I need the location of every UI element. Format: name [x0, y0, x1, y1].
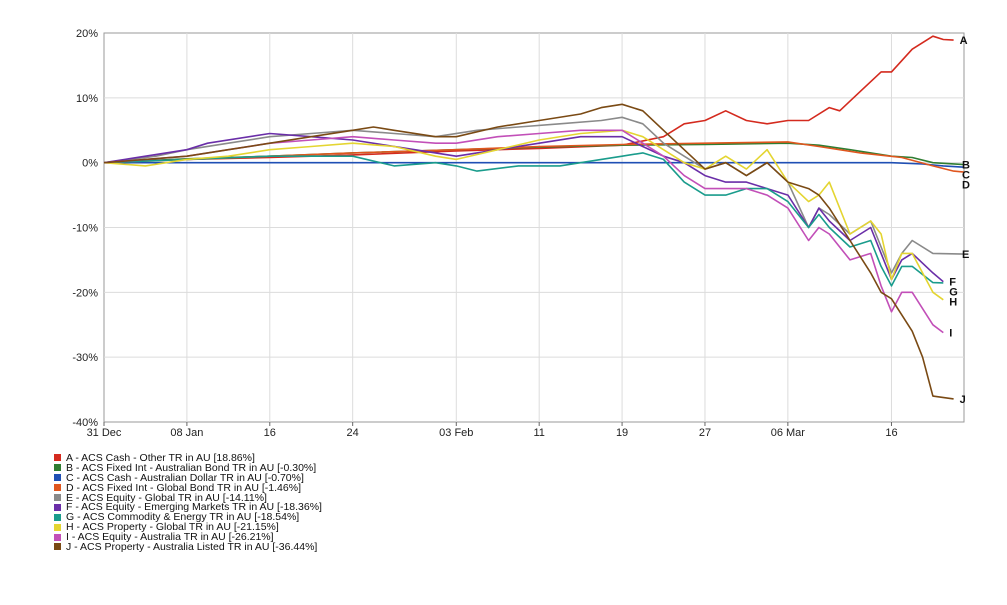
legend-swatch: [54, 513, 61, 521]
series-end-label-h: H: [949, 297, 957, 309]
legend-item: E - ACS Equity - Global TR in AU [-14.11…: [54, 491, 322, 504]
legend-swatch: [54, 503, 61, 511]
y-tick-label: -40%: [72, 417, 98, 429]
series-line-f: [103, 132, 944, 283]
y-tick-label: 10%: [76, 93, 98, 105]
x-tick-label: 16: [264, 427, 276, 439]
legend-swatch: [54, 484, 61, 492]
series-line-d: [103, 141, 965, 173]
legend-swatch: [54, 464, 61, 472]
legend-label: E - ACS Equity - Global TR in AU [-14.11…: [66, 491, 267, 504]
chart-legend: A - ACS Cash - Other TR in AU [18.86%] B …: [54, 453, 322, 552]
legend-label: B - ACS Fixed Int - Australian Bond TR i…: [66, 461, 317, 474]
legend-label: H - ACS Property - Global TR in AU [-21.…: [66, 521, 279, 534]
legend-item: B - ACS Fixed Int - Australian Bond TR i…: [54, 463, 322, 473]
series-end-label-c: C: [962, 170, 970, 182]
x-tick-label: 16: [885, 427, 897, 439]
y-tick-label: -10%: [72, 223, 98, 235]
y-tick-label: 0%: [82, 158, 98, 170]
x-tick-label: 19: [616, 427, 628, 439]
legend-swatch: [54, 494, 61, 501]
x-tick-label: 06 Mar: [771, 427, 806, 439]
series-end-label-e: E: [962, 249, 969, 261]
series-end-label-f: F: [949, 277, 956, 289]
x-tick-label: 24: [347, 427, 359, 439]
x-tick-label: 31 Dec: [87, 427, 122, 439]
legend-label: F - ACS Equity - Emerging Markets TR in …: [66, 501, 322, 514]
series-end-label-b: B: [962, 160, 970, 172]
legend-item: H - ACS Property - Global TR in AU [-21.…: [54, 522, 322, 532]
legend-swatch: [54, 454, 61, 462]
legend-swatch: [54, 523, 61, 531]
legend-label: C - ACS Cash - Australian Dollar TR in A…: [66, 471, 304, 484]
y-tick-label: 20%: [76, 28, 98, 40]
series-end-label-g: G: [949, 287, 958, 299]
series-line-i: [103, 129, 944, 334]
legend-item: F - ACS Equity - Emerging Markets TR in …: [54, 501, 322, 514]
series-end-label-d: D: [962, 180, 970, 192]
series-end-label-a: A: [960, 35, 968, 47]
legend-label: G - ACS Commodity & Energy TR in AU [-18…: [66, 511, 300, 524]
legend-label: I - ACS Equity - Australia TR in AU [-26…: [66, 531, 274, 544]
legend-item: A - ACS Cash - Other TR in AU [18.86%]: [54, 453, 322, 463]
x-tick-label: 11: [533, 427, 544, 439]
x-axis-ticks: 31 Dec 08 Jan 16 24 03 Feb 11 19 27 06 Mar 16: [87, 422, 898, 439]
series-line-a: [103, 35, 954, 164]
legend-swatch: [54, 543, 61, 551]
y-tick-label: -20%: [72, 287, 98, 299]
series-line-h: [103, 129, 944, 301]
y-axis-ticks: 20% 10% 0% -10% -20% -30% -40%: [72, 28, 98, 429]
legend-item: I - ACS Equity - Australia TR in AU [-26…: [54, 532, 322, 542]
series-end-labels: A BCD E FGH I J: [949, 35, 970, 406]
legend-label: A - ACS Cash - Other TR in AU [18.86%]: [66, 451, 255, 464]
series-lines: [103, 35, 965, 400]
series-end-label-i: I: [949, 328, 952, 340]
legend-swatch: [54, 474, 61, 482]
series-line-e: [103, 116, 965, 274]
x-tick-label: 08 Jan: [170, 427, 203, 439]
legend-label: D - ACS Fixed Int - Global Bond TR in AU…: [66, 481, 301, 494]
series-line-g: [103, 152, 944, 287]
x-tick-label: 27: [699, 427, 711, 439]
legend-label: J - ACS Property - Australia Listed TR i…: [66, 540, 318, 553]
legend-item: D - ACS Fixed Int - Global Bond TR in AU…: [54, 481, 322, 494]
series-line-j: [103, 103, 954, 400]
legend-item: C - ACS Cash - Australian Dollar TR in A…: [54, 471, 322, 484]
series-end-label-j: J: [960, 394, 966, 406]
legend-swatch: [54, 533, 61, 541]
x-tick-label: 03 Feb: [439, 427, 473, 439]
legend-item: G - ACS Commodity & Energy TR in AU [-18…: [54, 511, 322, 524]
legend-item: J - ACS Property - Australia Listed TR i…: [54, 542, 322, 552]
y-tick-label: -30%: [72, 352, 98, 364]
